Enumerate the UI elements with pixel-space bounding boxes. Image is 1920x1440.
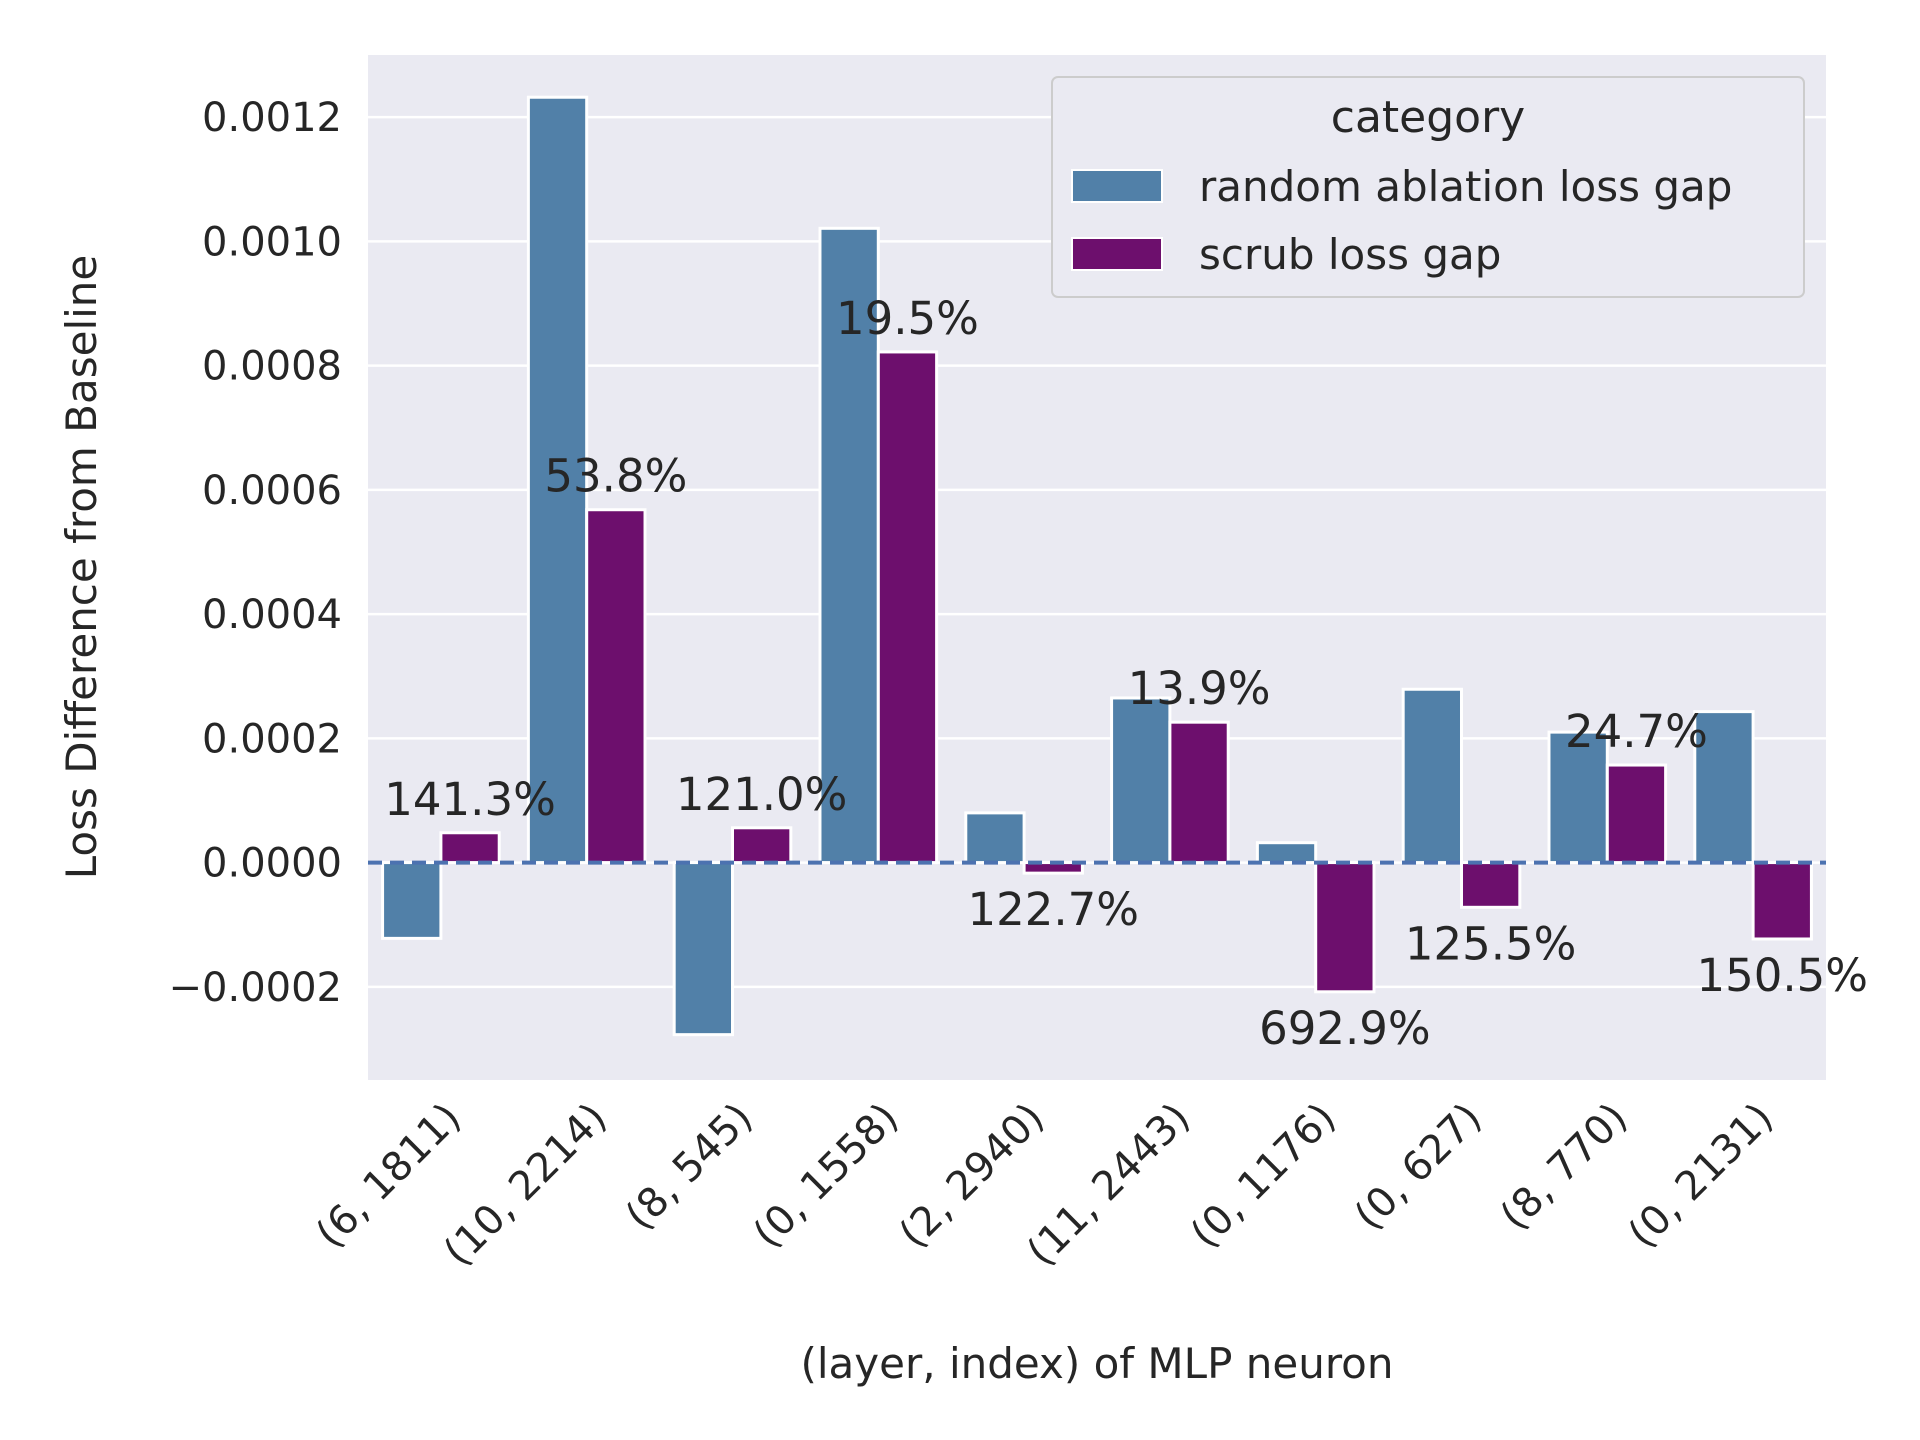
x-tick-label: (8, 545) [617, 1095, 762, 1240]
y-tick-label: 0.0006 [202, 468, 342, 514]
legend: category random ablation loss gap scrub … [1051, 76, 1805, 298]
y-tick-label: 0.0010 [202, 219, 342, 265]
x-tick-label: (8, 770) [1492, 1095, 1637, 1240]
bar-random-ablation [1110, 696, 1172, 865]
x-tick-label: (0, 1558) [745, 1095, 908, 1258]
y-tick-labels: −0.0002 0.0000 0.0002 0.0004 0.0006 0.0008 0.0… [169, 95, 342, 1011]
y-tick-label: 0.0000 [202, 841, 342, 887]
legend-box [1051, 76, 1805, 298]
bar-scrub [1751, 861, 1813, 941]
bar-annotation: 19.5% [836, 292, 979, 345]
bar-scrub [1605, 763, 1668, 865]
bar-random-ablation [672, 861, 734, 1037]
bar-random-ablation [1255, 841, 1318, 865]
bar-annotation: 141.3% [384, 773, 556, 826]
y-tick-label: −0.0002 [169, 965, 342, 1011]
x-tick-label: (0, 627) [1346, 1095, 1491, 1240]
y-axis-title: Loss Difference from Baseline [57, 255, 106, 880]
y-tick-label: 0.0002 [202, 716, 342, 762]
x-tick-label: (0, 2131) [1620, 1095, 1783, 1258]
legend-swatch-scrub [1071, 237, 1163, 271]
bar-annotation: 24.7% [1565, 705, 1708, 758]
bar-annotation: 150.5% [1696, 949, 1868, 1002]
bar-scrub [1168, 720, 1230, 865]
bar-scrub [585, 508, 647, 865]
bar-random-ablation [1547, 730, 1609, 865]
legend-label-random-ablation: random ablation loss gap [1199, 162, 1732, 211]
bar-annotation: 692.9% [1259, 1002, 1431, 1055]
bar-random-ablation [818, 226, 880, 865]
bar-annotation: 125.5% [1405, 917, 1577, 970]
bar-random-ablation [1693, 710, 1755, 865]
legend-title: category [1331, 92, 1525, 143]
y-tick-label: 0.0008 [202, 344, 342, 390]
x-tick-label: (0, 1176) [1182, 1095, 1345, 1258]
bar-scrub [1460, 861, 1522, 909]
bar-annotation: 53.8% [544, 450, 687, 503]
bar-random-ablation [526, 95, 589, 865]
legend-swatch-random-ablation [1071, 169, 1163, 203]
legend-label-scrub: scrub loss gap [1199, 230, 1501, 279]
bar-annotation: 121.0% [676, 768, 848, 821]
bars [381, 95, 1813, 1037]
bar-scrub [876, 350, 939, 865]
bar-random-ablation [964, 811, 1026, 865]
bar-scrub [1314, 861, 1376, 994]
y-tick-label: 0.0012 [202, 95, 342, 141]
y-tick-label: 0.0004 [202, 592, 342, 638]
data-labels: 141.3% 53.8% 121.0% 19.5% 122.7% 13.9% 692.9% 1… [384, 292, 1868, 1055]
x-tick-labels: (6, 1811)(10, 2214) (8, 545)(0, 1558)(2, … [307, 1095, 1782, 1276]
bar-random-ablation [381, 861, 443, 940]
bar-annotation: 122.7% [967, 883, 1139, 936]
bar-scrub [439, 831, 501, 865]
bar-scrub [731, 826, 793, 865]
bar-annotation: 13.9% [1128, 662, 1271, 715]
x-axis-title: (layer, index) of MLP neuron [801, 1339, 1394, 1388]
bar-random-ablation [1401, 687, 1464, 865]
